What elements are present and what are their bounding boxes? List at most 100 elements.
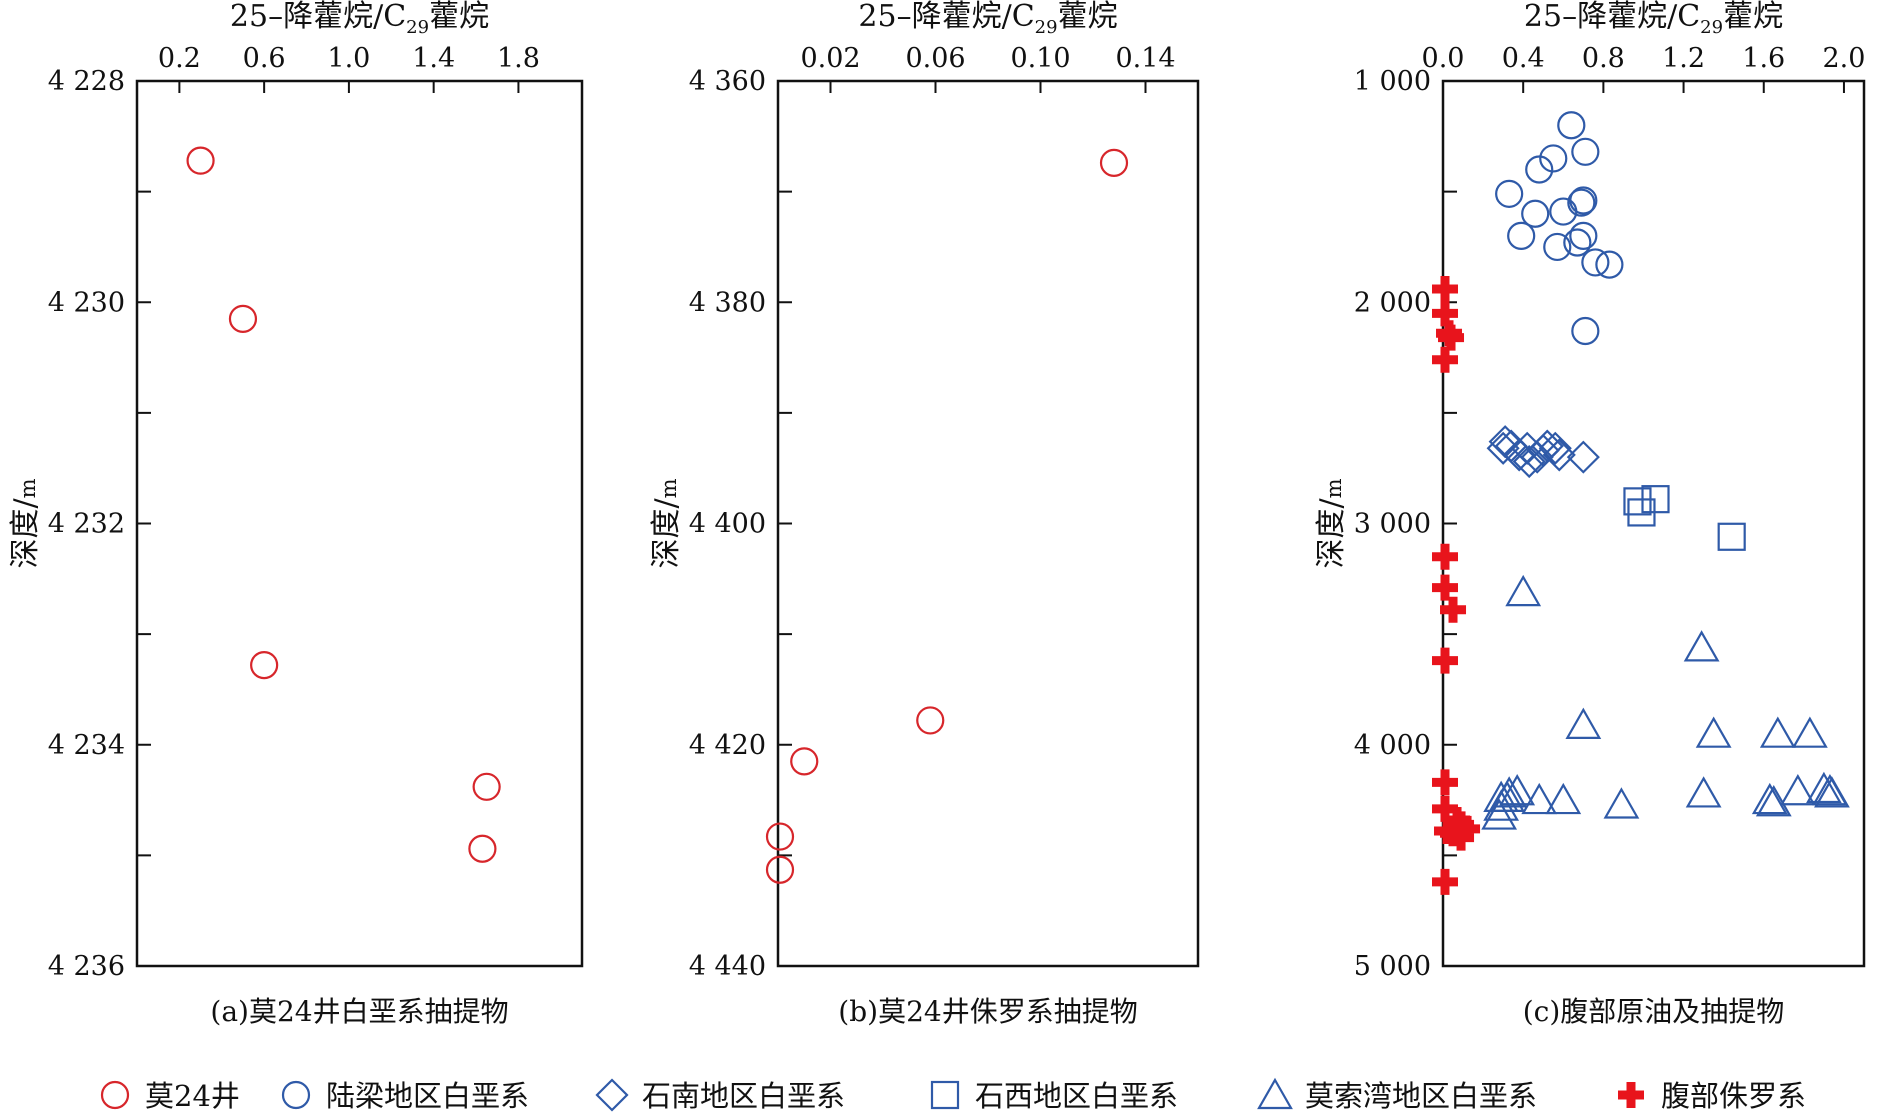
y-axis-title: 深度/m bbox=[1314, 478, 1349, 568]
legend-item-fubu_jurassic: 腹部侏罗系 bbox=[1618, 1079, 1806, 1113]
x-tick-label: 0.4 bbox=[1502, 43, 1545, 74]
y-tick-label: 4 230 bbox=[48, 287, 125, 318]
legend-marker bbox=[595, 1078, 629, 1112]
panel-caption: (a)莫24井白垩系抽提物 bbox=[210, 995, 508, 1028]
legend-label: 莫索湾地区白垩系 bbox=[1305, 1079, 1537, 1113]
data-point bbox=[1567, 188, 1596, 217]
data-point bbox=[1432, 795, 1458, 822]
data-point bbox=[1543, 232, 1572, 262]
data-point bbox=[765, 822, 795, 851]
data-point bbox=[1454, 815, 1481, 842]
data-point bbox=[1563, 228, 1592, 257]
x-tick-label: 0.06 bbox=[905, 43, 965, 74]
y-axis-title: 深度/m bbox=[649, 478, 684, 568]
data-point bbox=[1505, 574, 1542, 607]
data-point bbox=[1099, 148, 1129, 177]
data-point bbox=[1623, 487, 1652, 516]
legend: 莫24井 陆梁地区白垩系 石南地区白垩系 石西地区白垩系 莫索湾地区白垩系 腹部侏罗系 bbox=[100, 1077, 1806, 1113]
data-point bbox=[250, 650, 279, 680]
panels: 0.2 0.6 1.0 1.4 1.8 4 228 4 230 4 232 4 234 4 236… bbox=[8, 0, 1865, 1028]
panel-caption: (b)莫24井侏罗系抽提物 bbox=[838, 995, 1137, 1028]
x-axis-title: 25–降藿烷/C29藿烷 bbox=[230, 0, 489, 38]
series-mo24 bbox=[765, 148, 1129, 884]
y-tick-label: 4 360 bbox=[689, 66, 766, 97]
panel-b: 0.02 0.06 0.10 0.14 4 360 4 380 4 400 4 420 4 44… bbox=[649, 0, 1200, 1028]
x-tick-label: 0.6 bbox=[243, 43, 286, 74]
legend-marker bbox=[1618, 1082, 1644, 1108]
data-point bbox=[1627, 498, 1656, 527]
data-point bbox=[1806, 771, 1842, 804]
y-tick-label: 4 236 bbox=[48, 951, 125, 982]
data-point bbox=[1581, 248, 1610, 277]
y-tick-label: 4 420 bbox=[689, 730, 766, 761]
y-tick-label: 5 000 bbox=[1354, 951, 1431, 982]
legend-label: 莫24井 bbox=[145, 1079, 240, 1113]
series-lu_liang bbox=[1495, 111, 1624, 346]
panel-caption: (c)腹部原油及抽提物 bbox=[1523, 995, 1785, 1028]
data-point bbox=[1432, 300, 1459, 327]
x-tick-label: 1.4 bbox=[412, 43, 455, 74]
series-mo24 bbox=[186, 146, 501, 863]
data-point bbox=[1683, 630, 1720, 662]
data-point bbox=[1695, 716, 1732, 748]
data-point bbox=[1499, 773, 1536, 806]
x-tick-label: 1.6 bbox=[1742, 43, 1785, 74]
data-point bbox=[1685, 776, 1722, 808]
data-point bbox=[186, 146, 215, 175]
data-point bbox=[1538, 431, 1572, 465]
data-point bbox=[1525, 155, 1554, 184]
data-point bbox=[1432, 574, 1458, 601]
x-tick-label: 2.0 bbox=[1822, 43, 1865, 74]
y-tick-label: 4 232 bbox=[48, 509, 125, 540]
x-tick-label: 0.02 bbox=[800, 43, 860, 74]
data-point bbox=[1481, 798, 1518, 830]
data-point bbox=[1542, 438, 1576, 472]
x-tick-label: 0.8 bbox=[1582, 43, 1625, 74]
data-point bbox=[1791, 716, 1828, 748]
legend-item-shi_nan: 石南地区白垩系 bbox=[595, 1078, 845, 1113]
legend-marker bbox=[100, 1080, 130, 1110]
x-tick-label: 0.14 bbox=[1115, 43, 1175, 74]
data-point bbox=[1755, 785, 1792, 817]
legend-label: 石西地区白垩系 bbox=[975, 1079, 1178, 1113]
data-point bbox=[1432, 769, 1458, 796]
legend-label: 陆梁地区白垩系 bbox=[326, 1079, 529, 1113]
data-point bbox=[1495, 179, 1524, 208]
data-point bbox=[1549, 197, 1578, 226]
data-point bbox=[1545, 782, 1582, 815]
data-point bbox=[1814, 776, 1850, 808]
legend-item-lu_liang: 陆梁地区白垩系 bbox=[281, 1079, 529, 1113]
y-tick-label: 1 000 bbox=[1354, 66, 1431, 97]
data-point bbox=[1779, 773, 1816, 806]
series-fubu_jurassic bbox=[1432, 275, 1481, 895]
x-tick-label: 0.10 bbox=[1010, 43, 1070, 74]
data-point bbox=[1432, 275, 1458, 302]
y-tick-label: 2 000 bbox=[1354, 287, 1431, 318]
data-point bbox=[1717, 522, 1746, 551]
data-point bbox=[1486, 431, 1520, 465]
data-point bbox=[472, 772, 501, 801]
x-axis-title: 25–降藿烷/C29藿烷 bbox=[858, 0, 1117, 38]
data-point bbox=[916, 706, 945, 735]
data-point bbox=[765, 855, 795, 884]
data-point bbox=[1432, 346, 1458, 373]
legend-marker bbox=[1257, 1077, 1293, 1110]
data-point bbox=[1507, 221, 1536, 250]
series-shi_nan bbox=[1486, 425, 1600, 479]
data-point bbox=[1483, 789, 1520, 821]
x-tick-label: 0.2 bbox=[158, 43, 201, 74]
data-point bbox=[1432, 647, 1458, 674]
panel-a: 0.2 0.6 1.0 1.4 1.8 4 228 4 230 4 232 4 234 4 236… bbox=[8, 0, 584, 1028]
data-point bbox=[1569, 221, 1598, 250]
x-tick-label: 1.8 bbox=[497, 43, 540, 74]
plot-frame bbox=[776, 79, 1200, 968]
data-point bbox=[1432, 543, 1458, 570]
legend-marker bbox=[930, 1080, 960, 1110]
legend-item-mo_suo_wan: 莫索湾地区白垩系 bbox=[1257, 1077, 1537, 1113]
y-tick-label: 4 440 bbox=[689, 951, 766, 982]
y-tick-label: 3 000 bbox=[1354, 509, 1431, 540]
legend-label: 石南地区白垩系 bbox=[642, 1079, 845, 1113]
legend-item-mo24: 莫24井 bbox=[100, 1079, 240, 1113]
data-point bbox=[1512, 444, 1546, 479]
